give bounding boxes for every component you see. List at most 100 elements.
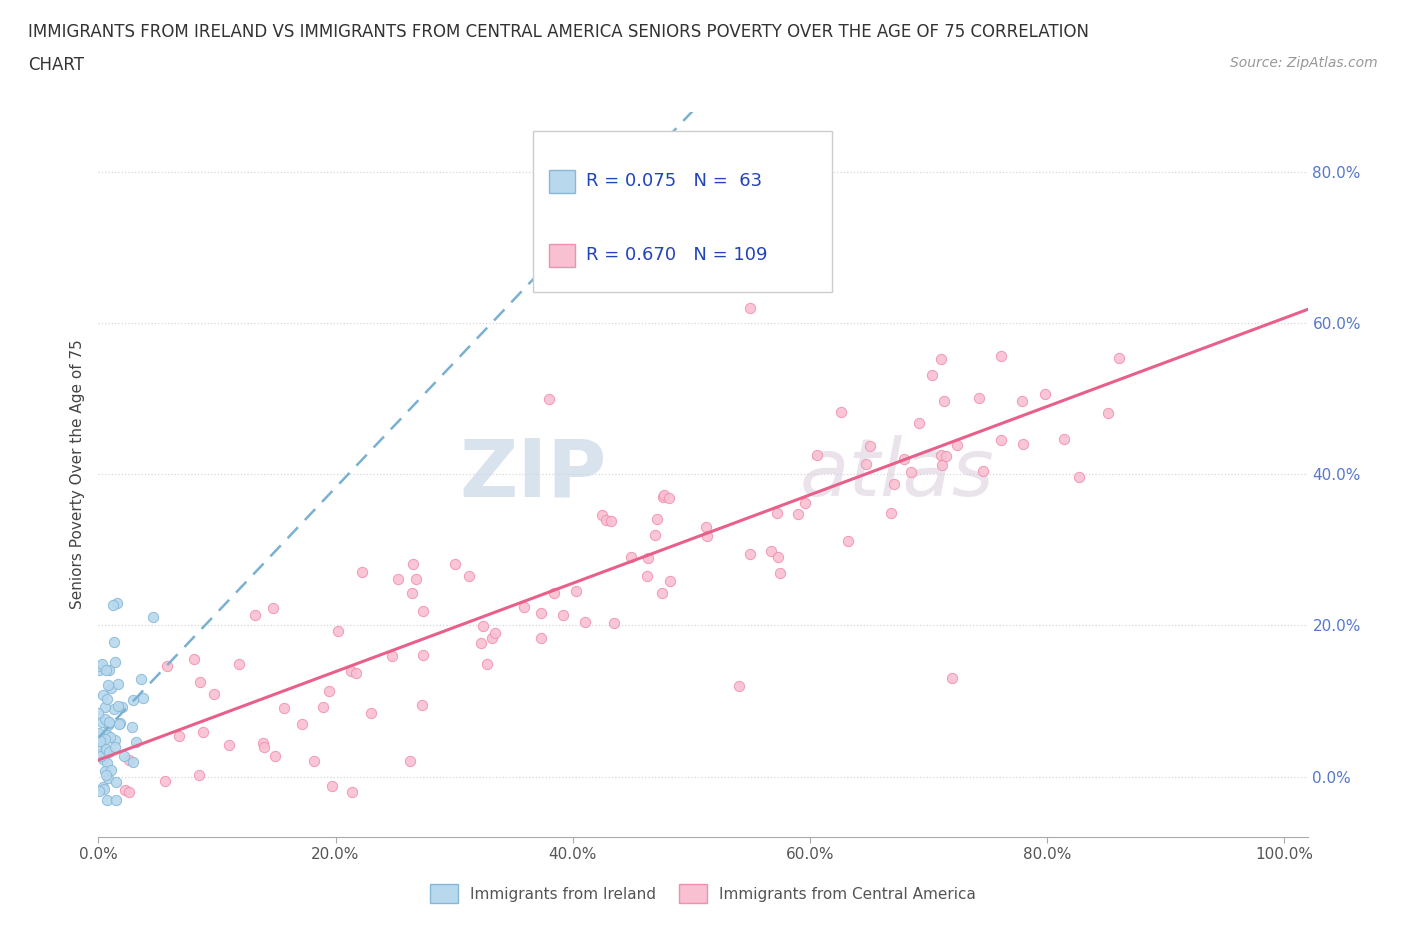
Point xyxy=(131,691,153,706)
Point xyxy=(530,631,553,645)
Point xyxy=(645,512,668,526)
Point xyxy=(946,437,969,452)
Point xyxy=(1053,432,1076,446)
Point xyxy=(543,586,565,601)
Point xyxy=(169,729,191,744)
Point xyxy=(105,595,128,610)
Point xyxy=(98,714,121,729)
Point xyxy=(91,687,114,702)
Point xyxy=(931,458,953,472)
Point xyxy=(326,623,349,638)
Point xyxy=(262,601,284,616)
Point xyxy=(659,574,682,589)
Point xyxy=(97,677,120,692)
Point xyxy=(766,505,789,520)
Point xyxy=(652,490,675,505)
Point xyxy=(695,529,717,544)
Point xyxy=(855,457,877,472)
Point xyxy=(759,543,782,558)
Point xyxy=(97,715,120,730)
Point xyxy=(484,625,506,640)
Point xyxy=(318,684,340,698)
Point xyxy=(93,781,115,796)
Point xyxy=(103,634,125,649)
Point xyxy=(740,547,762,562)
Point xyxy=(595,512,617,527)
Point xyxy=(477,657,499,671)
Point xyxy=(591,508,613,523)
Point xyxy=(900,464,922,479)
Point xyxy=(1033,387,1056,402)
Point xyxy=(929,447,952,462)
Point xyxy=(1012,437,1035,452)
Point xyxy=(444,556,467,571)
Point xyxy=(565,583,588,598)
Point xyxy=(574,615,596,630)
Point xyxy=(100,763,122,777)
Point xyxy=(620,550,643,565)
Point xyxy=(104,733,127,748)
Point xyxy=(537,392,560,406)
Point xyxy=(401,586,423,601)
Point xyxy=(228,657,250,671)
Point xyxy=(481,631,503,645)
Point xyxy=(245,607,267,622)
Point xyxy=(768,550,790,565)
Point xyxy=(89,783,111,798)
Point xyxy=(253,740,276,755)
Point xyxy=(321,778,343,793)
Text: IMMIGRANTS FROM IRELAND VS IMMIGRANTS FROM CENTRAL AMERICA SENIORS POVERTY OVER : IMMIGRANTS FROM IRELAND VS IMMIGRANTS FR… xyxy=(28,23,1090,41)
Point xyxy=(727,679,749,694)
Point xyxy=(264,749,287,764)
Point xyxy=(941,671,963,685)
Point xyxy=(311,699,333,714)
Point xyxy=(97,745,120,760)
Point xyxy=(90,740,112,755)
Point xyxy=(921,368,943,383)
Point xyxy=(990,349,1012,364)
Point xyxy=(636,568,658,583)
Point xyxy=(769,565,792,580)
Point xyxy=(794,496,817,511)
Point xyxy=(787,507,810,522)
Point xyxy=(967,391,990,405)
Point xyxy=(107,677,129,692)
Point xyxy=(104,739,127,754)
Point xyxy=(1097,405,1119,420)
Point xyxy=(273,701,295,716)
Point xyxy=(110,699,132,714)
Text: R = 0.670   N = 109: R = 0.670 N = 109 xyxy=(586,246,768,264)
Point xyxy=(412,604,434,618)
Point xyxy=(96,663,118,678)
Point xyxy=(602,616,624,631)
Point xyxy=(94,700,117,715)
Point xyxy=(190,674,212,689)
Point xyxy=(471,618,494,633)
Point xyxy=(695,520,717,535)
Legend: Immigrants from Ireland, Immigrants from Central America: Immigrants from Ireland, Immigrants from… xyxy=(425,878,981,910)
Point xyxy=(932,394,955,409)
Point xyxy=(101,598,124,613)
Point xyxy=(98,663,121,678)
Point xyxy=(302,754,325,769)
Point xyxy=(637,551,659,565)
Point xyxy=(530,605,553,620)
Point xyxy=(1069,470,1091,485)
Point xyxy=(90,749,112,764)
Point xyxy=(183,652,205,667)
Point xyxy=(89,733,111,748)
Text: ZIP: ZIP xyxy=(458,435,606,513)
Point xyxy=(114,783,136,798)
Point xyxy=(412,647,434,662)
Point xyxy=(340,663,363,678)
Point xyxy=(93,732,115,747)
Point xyxy=(108,715,131,730)
Point xyxy=(290,717,312,732)
Point xyxy=(105,792,128,807)
Point xyxy=(105,775,128,790)
Point xyxy=(96,727,118,742)
Point xyxy=(387,572,409,587)
Point xyxy=(1011,393,1033,408)
Point xyxy=(94,711,117,726)
Point xyxy=(125,735,148,750)
